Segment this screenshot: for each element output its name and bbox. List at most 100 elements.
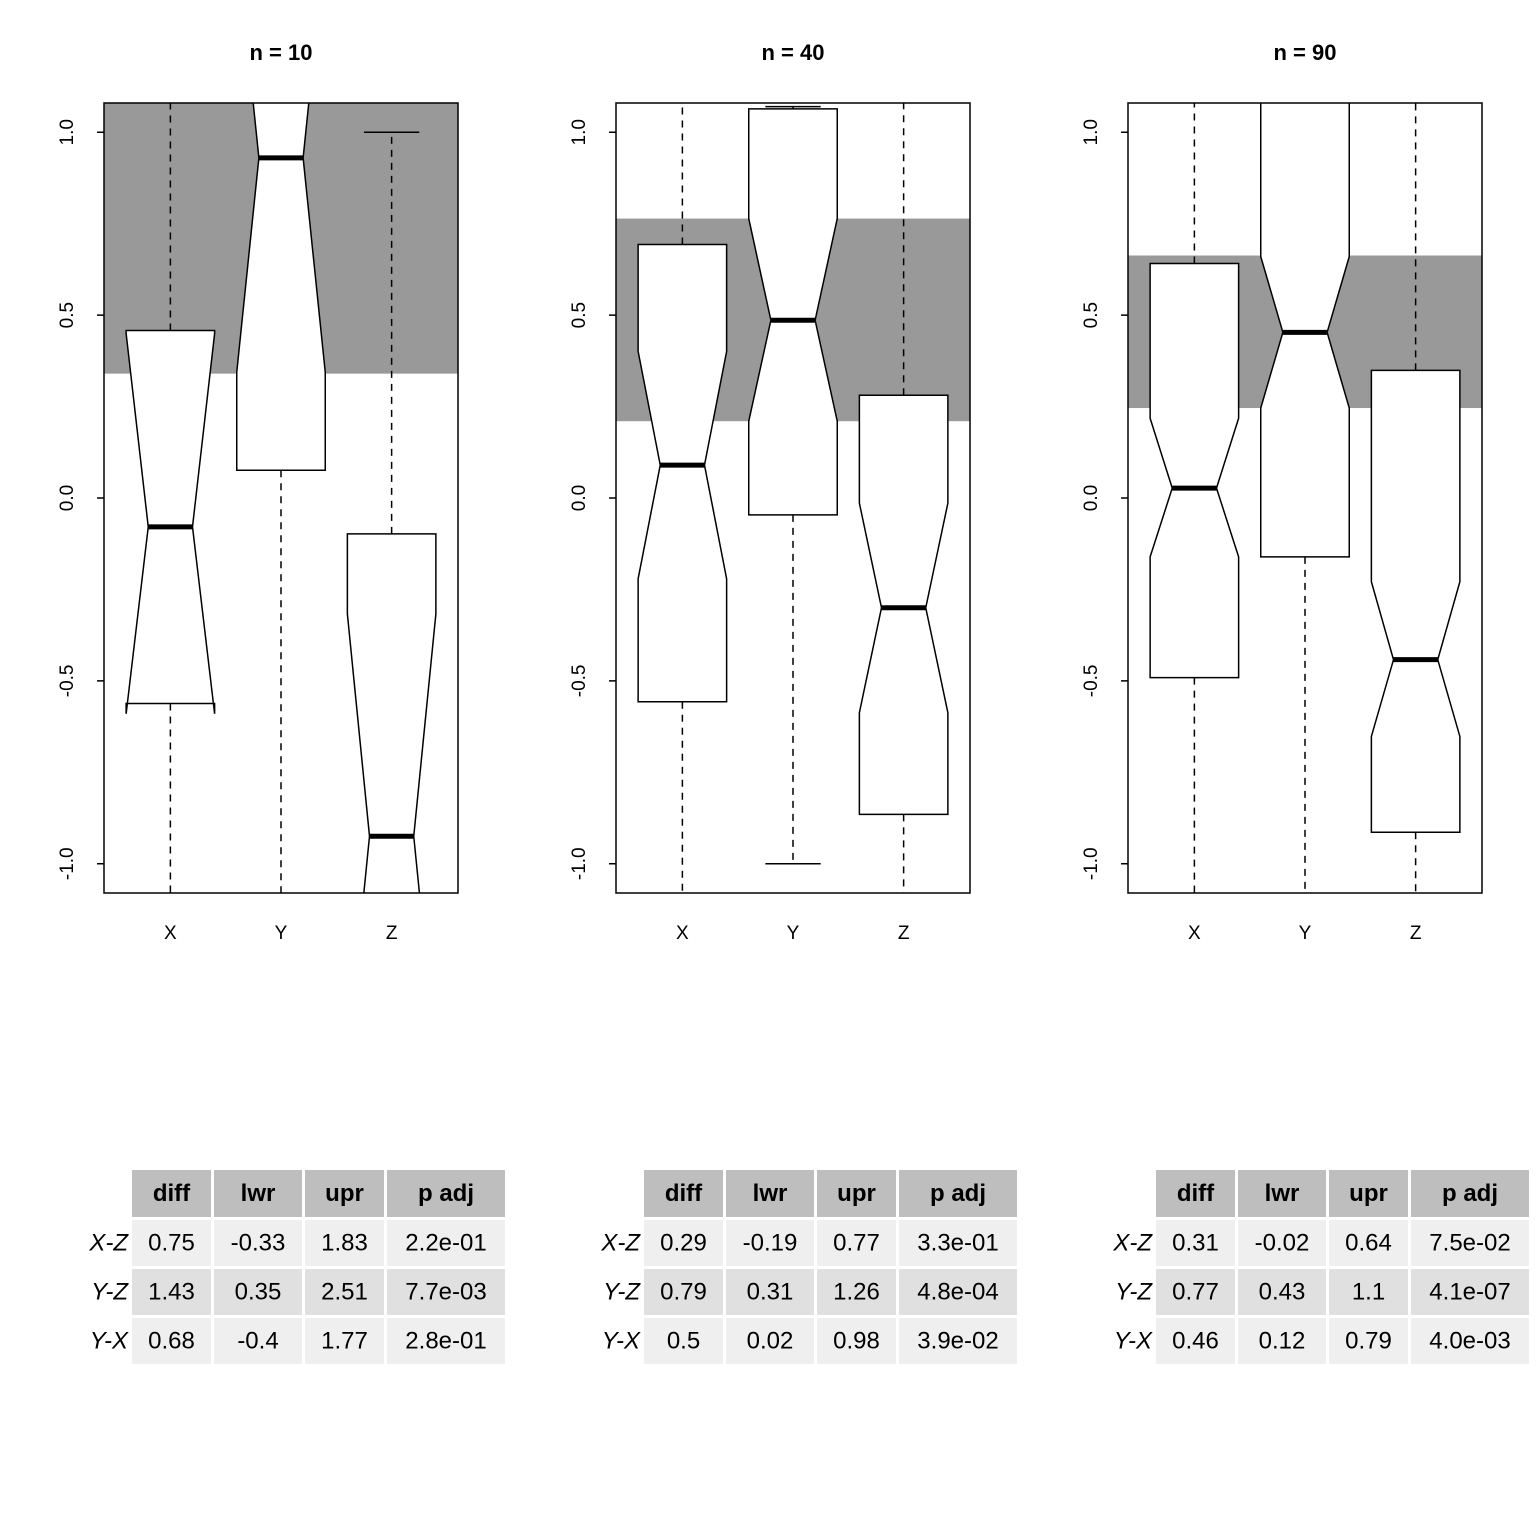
column-header: lwr <box>241 1180 276 1207</box>
table-cell <box>1238 1318 1326 1364</box>
cell-text: 2.2e-01 <box>405 1229 486 1256</box>
column-header: upr <box>837 1180 876 1207</box>
table-cell <box>1156 1220 1235 1266</box>
x-tick-label: X <box>1188 923 1201 944</box>
cell-text: -0.19 <box>743 1229 798 1256</box>
cell-text: -0.33 <box>231 1229 286 1256</box>
header-cell <box>726 1170 814 1217</box>
cell-text: 0.79 <box>1345 1327 1392 1354</box>
table-cell <box>305 1220 384 1266</box>
y-tick-label: -0.5 <box>569 664 590 697</box>
column-header: diff <box>153 1180 191 1207</box>
row-label: X-Z <box>600 1229 641 1256</box>
row-label: Y-Z <box>603 1278 641 1305</box>
notched-box <box>748 108 838 516</box>
table-cell <box>387 1269 505 1315</box>
table-cell <box>387 1318 505 1364</box>
cell-text: 4.8e-04 <box>917 1278 998 1305</box>
header-cell <box>1411 1170 1529 1217</box>
header-cell <box>305 1170 384 1217</box>
y-tick-label: 0.5 <box>569 302 590 328</box>
row-label: X-Z <box>1112 1229 1153 1256</box>
cell-text: 0.02 <box>747 1327 794 1354</box>
plot-area <box>1128 103 1482 893</box>
table-cell <box>305 1269 384 1315</box>
column-header: p adj <box>1442 1180 1498 1207</box>
table-cell <box>214 1220 302 1266</box>
cell-text: 0.29 <box>660 1229 707 1256</box>
row-label: Y-Z <box>91 1278 129 1305</box>
header-cell <box>214 1170 302 1217</box>
table-cell <box>899 1220 1017 1266</box>
header-cell <box>1329 1170 1408 1217</box>
cell-text: 0.35 <box>235 1278 282 1305</box>
y-tick-label: 0.0 <box>1081 485 1102 511</box>
table-cell <box>1329 1220 1408 1266</box>
table-cell <box>214 1318 302 1364</box>
column-header: diff <box>1177 1180 1215 1207</box>
cell-text: 1.43 <box>148 1278 195 1305</box>
cell-text: 0.98 <box>833 1327 880 1354</box>
x-tick-label: X <box>676 923 689 944</box>
table-cell <box>1411 1269 1529 1315</box>
table-cell <box>214 1269 302 1315</box>
table-cell <box>132 1220 211 1266</box>
cell-text: 4.1e-07 <box>1429 1278 1510 1305</box>
cell-text: 0.31 <box>1172 1229 1219 1256</box>
cell-text: 0.79 <box>660 1278 707 1305</box>
column-header: upr <box>325 1180 364 1207</box>
notched-box <box>1149 262 1240 679</box>
row-label: Y-Z <box>1115 1278 1153 1305</box>
cell-text: 1.26 <box>833 1278 880 1305</box>
y-tick-label: -1.0 <box>569 847 590 880</box>
header-cell <box>1238 1170 1326 1217</box>
cell-text: 7.7e-03 <box>405 1278 486 1305</box>
x-tick-label: Z <box>386 923 398 944</box>
cell-text: 1.77 <box>321 1327 368 1354</box>
row-label: Y-X <box>1114 1327 1153 1354</box>
cell-text: 0.68 <box>148 1327 195 1354</box>
table-cell <box>899 1318 1017 1364</box>
table-cell <box>817 1220 896 1266</box>
cell-text: 0.46 <box>1172 1327 1219 1354</box>
y-tick-label: 0.0 <box>57 485 78 511</box>
table-cell <box>899 1269 1017 1315</box>
cell-text: 0.12 <box>1259 1327 1306 1354</box>
header-cell <box>132 1170 211 1217</box>
y-tick-label: 1.0 <box>57 119 78 145</box>
notched-box <box>346 533 437 893</box>
x-tick-label: Y <box>275 923 288 944</box>
cell-text: 2.51 <box>321 1278 368 1305</box>
row-label: Y-X <box>90 1327 129 1354</box>
column-header: lwr <box>753 1180 788 1207</box>
table-cell <box>1329 1318 1408 1364</box>
y-tick-label: 0.0 <box>569 485 590 511</box>
notched-box <box>236 103 326 471</box>
notched-box <box>125 329 216 714</box>
x-tick-label: Y <box>1299 923 1312 944</box>
cell-text: 0.43 <box>1259 1278 1306 1305</box>
table-cell <box>305 1318 384 1364</box>
column-header: diff <box>665 1180 703 1207</box>
table-cell <box>1329 1269 1408 1315</box>
header-cell <box>899 1170 1017 1217</box>
chart-title: n = 10 <box>250 40 313 65</box>
cell-text: 3.3e-01 <box>917 1229 998 1256</box>
table-cell <box>1411 1220 1529 1266</box>
column-header: p adj <box>930 1180 986 1207</box>
cell-text: 4.0e-03 <box>1429 1327 1510 1354</box>
y-tick-label: 0.5 <box>57 302 78 328</box>
x-tick-label: Z <box>898 923 910 944</box>
plot-area <box>616 103 970 893</box>
x-tick-label: X <box>164 923 177 944</box>
column-header: lwr <box>1265 1180 1300 1207</box>
y-tick-label: 1.0 <box>569 119 590 145</box>
chart-title: n = 90 <box>1274 40 1337 65</box>
cell-text: -0.02 <box>1255 1229 1310 1256</box>
cell-text: 0.77 <box>833 1229 880 1256</box>
table-cell <box>132 1269 211 1315</box>
notched-box <box>637 243 728 703</box>
y-tick-label: 1.0 <box>1081 119 1102 145</box>
